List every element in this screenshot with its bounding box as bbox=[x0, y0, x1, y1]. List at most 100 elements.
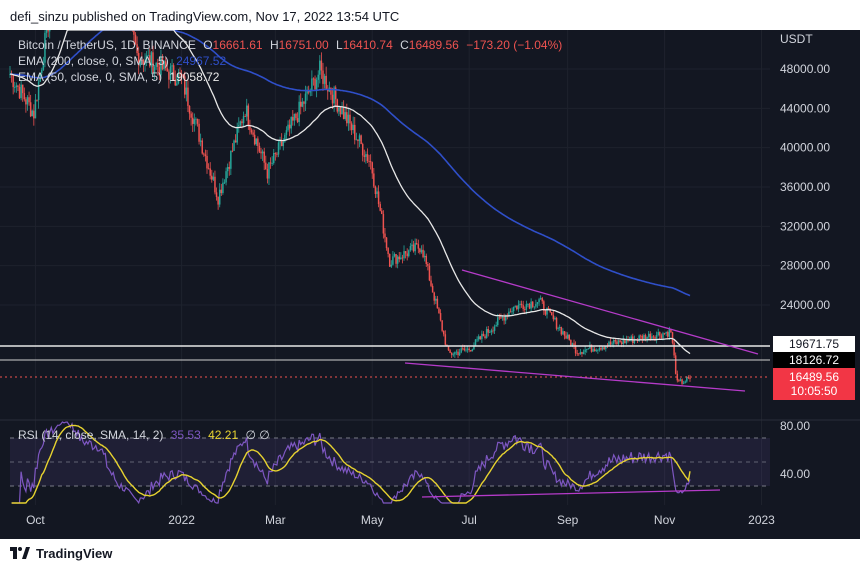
candle-body bbox=[484, 336, 486, 339]
trendline-upper[interactable] bbox=[461, 269, 759, 355]
candle-body bbox=[673, 342, 675, 356]
candle-body bbox=[646, 336, 648, 341]
time-tick-label: Sep bbox=[557, 513, 579, 527]
candle-body bbox=[533, 306, 536, 308]
candle-body bbox=[144, 60, 146, 64]
low-value: 16410.74 bbox=[343, 38, 393, 52]
currency-label: USDT bbox=[780, 32, 813, 46]
candle-body bbox=[597, 349, 599, 351]
candle-body bbox=[342, 107, 345, 119]
candle-body bbox=[191, 117, 194, 124]
ema50-label: EMA (50, close, 0, SMA, 5) bbox=[18, 70, 162, 84]
candle-body bbox=[682, 382, 685, 384]
candle-body bbox=[303, 101, 305, 104]
candle-body bbox=[547, 307, 550, 309]
candle-body bbox=[133, 30, 135, 35]
candle-body bbox=[266, 169, 269, 179]
candle-body bbox=[612, 339, 615, 344]
candle-body bbox=[258, 145, 261, 152]
rsi-axis[interactable]: 80.00 40.00 bbox=[780, 419, 810, 481]
candle-series bbox=[9, 30, 691, 386]
candle-body bbox=[45, 30, 48, 33]
candle-body bbox=[333, 87, 335, 104]
candle-body bbox=[238, 125, 240, 127]
candle-body bbox=[565, 335, 567, 339]
candle-body bbox=[409, 246, 412, 251]
candle-body bbox=[552, 315, 555, 320]
candle-body bbox=[649, 333, 652, 340]
candle-body bbox=[382, 213, 385, 234]
candle-body bbox=[670, 329, 672, 333]
candle-body bbox=[21, 84, 24, 94]
candle-body bbox=[320, 60, 323, 71]
candle-body bbox=[276, 153, 278, 155]
candle-body bbox=[218, 189, 221, 205]
candle-body bbox=[474, 339, 477, 346]
tradingview-brand[interactable]: TradingView bbox=[10, 543, 112, 563]
chart-svg: Bitcoin / TetherUS, 1D, BINANCE O16661.6… bbox=[0, 29, 860, 527]
candle-body bbox=[625, 339, 628, 344]
candle-body bbox=[660, 335, 663, 338]
candle-body bbox=[217, 196, 219, 205]
candle-body bbox=[48, 30, 51, 32]
candle-body bbox=[481, 333, 483, 340]
candle-body bbox=[398, 256, 401, 260]
candle-body bbox=[668, 329, 671, 337]
time-tick-label: Jul bbox=[461, 513, 476, 527]
candle-body bbox=[442, 330, 445, 335]
chart-area[interactable]: Bitcoin / TetherUS, 1D, BINANCE O16661.6… bbox=[0, 29, 860, 539]
candle-body bbox=[643, 335, 645, 341]
candle-body bbox=[582, 351, 585, 355]
candle-body bbox=[503, 317, 505, 321]
candle-body bbox=[282, 141, 285, 147]
candle-body bbox=[551, 312, 553, 316]
candle-body bbox=[400, 257, 402, 260]
candle-body bbox=[322, 70, 324, 84]
rsi-ma-line bbox=[11, 424, 691, 504]
candle-body bbox=[288, 124, 291, 129]
candle-body bbox=[417, 244, 420, 249]
candle-body bbox=[290, 117, 292, 129]
candle-body bbox=[158, 66, 161, 76]
candle-body bbox=[272, 153, 275, 164]
candle-body bbox=[357, 139, 359, 142]
candle-body bbox=[627, 339, 629, 342]
candle-body bbox=[679, 379, 682, 381]
candle-body bbox=[498, 317, 501, 319]
candle-body bbox=[525, 304, 528, 310]
candle-body bbox=[492, 330, 494, 332]
candle-body bbox=[274, 153, 277, 154]
candle-body bbox=[624, 338, 626, 344]
close-label: C bbox=[400, 38, 409, 52]
candle-body bbox=[182, 75, 184, 77]
candle-body bbox=[603, 347, 605, 349]
rsi-trendline[interactable] bbox=[421, 489, 721, 498]
price-axis[interactable]: 48000.00 44000.00 40000.00 36000.00 32000.00… bbox=[780, 62, 830, 312]
candle-body bbox=[396, 256, 399, 264]
candle-body bbox=[317, 74, 319, 80]
candle-body bbox=[441, 320, 443, 331]
candle-body bbox=[139, 59, 142, 66]
candle-body bbox=[689, 378, 691, 379]
time-tick-label: 2022 bbox=[168, 513, 195, 527]
candle-body bbox=[403, 251, 405, 259]
candle-body bbox=[245, 105, 248, 117]
candle-body bbox=[458, 352, 461, 356]
candle-body bbox=[514, 305, 516, 307]
candle-body bbox=[249, 125, 251, 131]
candle-body bbox=[327, 89, 329, 92]
candle-body bbox=[651, 336, 653, 340]
candle-body bbox=[493, 326, 496, 331]
candle-body bbox=[214, 176, 216, 193]
candle-body bbox=[512, 306, 515, 312]
trendline-lower[interactable] bbox=[404, 362, 746, 392]
candle-body bbox=[462, 348, 464, 350]
candle-body bbox=[163, 61, 165, 70]
candle-body bbox=[280, 140, 283, 147]
candle-body bbox=[212, 176, 215, 180]
candle-body bbox=[255, 138, 258, 145]
last-price-badge bbox=[773, 368, 855, 400]
time-axis[interactable]: Oct 2022 Mar May Jul Sep Nov 2023 bbox=[26, 513, 775, 527]
candle-body bbox=[657, 332, 659, 335]
candle-body bbox=[230, 150, 232, 169]
